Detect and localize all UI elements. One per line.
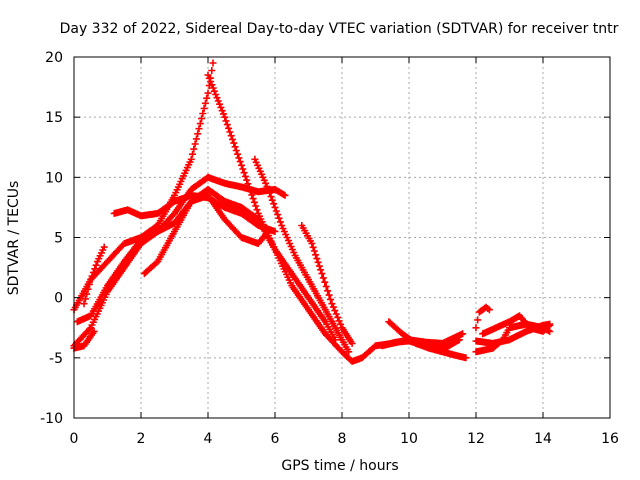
x-tick-label: 16 xyxy=(601,431,619,447)
series-markers xyxy=(472,303,493,332)
y-tick-label: -10 xyxy=(40,411,63,427)
x-tick-label: 12 xyxy=(467,431,485,447)
series-pass-5 xyxy=(140,185,339,344)
y-tick-label: 0 xyxy=(54,291,63,307)
y-tick-label: 5 xyxy=(54,231,63,247)
x-tick-label: 2 xyxy=(137,431,146,447)
series-pass-16 xyxy=(472,320,554,347)
y-tick-label: 20 xyxy=(45,50,63,66)
x-tick-label: 8 xyxy=(338,431,347,447)
series-markers xyxy=(298,222,356,347)
y-axis-title: SDTVAR / TECUs xyxy=(6,181,22,296)
series-markers xyxy=(73,191,272,326)
series-pass-9 xyxy=(251,155,353,356)
x-tick-label: 14 xyxy=(534,431,552,447)
y-tick-label: -5 xyxy=(49,351,63,367)
series-markers xyxy=(140,185,339,344)
series-markers xyxy=(251,155,353,356)
axis-ticks: 0 2 4 6 8 10 12 14 16 -10 -5 0 5 10 15 20 xyxy=(40,50,619,447)
x-tick-label: 0 xyxy=(70,431,79,447)
series-pass-13 xyxy=(472,303,493,332)
series-pass-12 xyxy=(378,336,463,353)
series-pass-10 xyxy=(298,222,356,347)
x-axis-title: GPS time / hours xyxy=(281,458,398,474)
chart-title: Day 332 of 2022, Sidereal Day-to-day VTE… xyxy=(60,21,619,37)
y-tick-label: 10 xyxy=(45,170,63,186)
series-pass-8 xyxy=(80,243,108,308)
series-markers xyxy=(472,320,554,347)
series-markers xyxy=(378,336,463,353)
series-layer xyxy=(70,59,554,365)
series-pass-6 xyxy=(73,191,272,326)
x-tick-label: 4 xyxy=(204,431,213,447)
grid-lines xyxy=(74,57,610,418)
y-tick-label: 15 xyxy=(45,110,63,126)
x-tick-label: 6 xyxy=(271,431,280,447)
x-tick-label: 10 xyxy=(400,431,418,447)
series-markers xyxy=(80,243,108,308)
